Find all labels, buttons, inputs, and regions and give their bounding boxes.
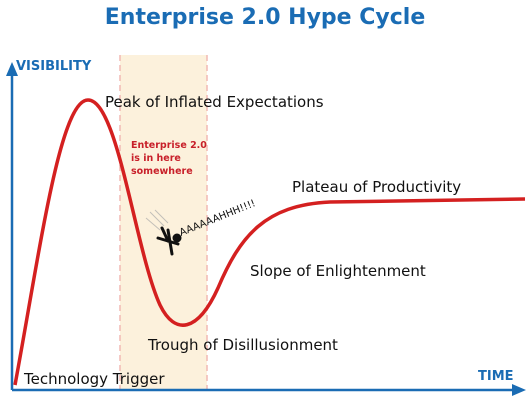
title: Enterprise 2.0 Hype Cycle — [105, 5, 426, 30]
phase-label: Trough of Disillusionment — [147, 336, 338, 354]
annotation-line: somewhere — [131, 166, 193, 177]
y-axis-label: VISIBILITY — [16, 59, 92, 74]
falling-figure — [156, 226, 182, 256]
y-arrow — [6, 62, 18, 76]
x-arrow — [512, 384, 526, 396]
phase-label: Peak of Inflated Expectations — [105, 93, 324, 111]
phase-label: Technology Trigger — [23, 370, 165, 388]
annotation-line: is in here — [131, 153, 181, 164]
x-axis-label: TIME — [478, 369, 514, 384]
motion-lines — [145, 209, 169, 231]
annotation-line: Enterprise 2.0 — [131, 140, 207, 151]
hype-curve — [13, 98, 526, 386]
phase-label: Slope of Enlightenment — [250, 262, 426, 280]
phase-label: Plateau of Productivity — [292, 178, 461, 196]
